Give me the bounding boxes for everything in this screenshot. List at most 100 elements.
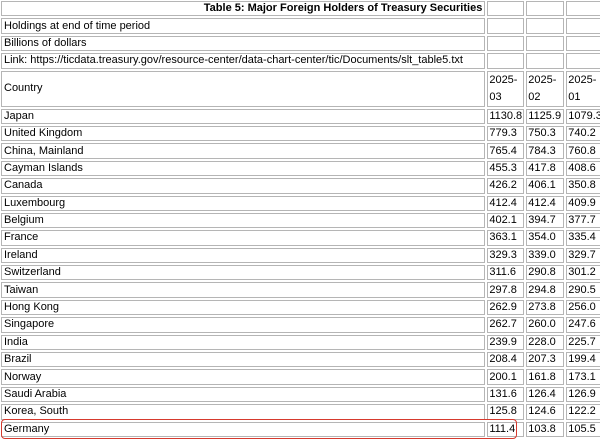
- table-row: Luxembourg 412.4 412.4 409.9: [1, 195, 600, 211]
- header-2025-01: 2025-01: [566, 70, 600, 107]
- value-cell: 1130.8: [487, 108, 525, 124]
- value-cell: 311.6: [487, 265, 525, 281]
- value-cell: 406.1: [526, 178, 565, 194]
- country-cell: Hong Kong: [1, 299, 486, 316]
- table-row: India 239.9 228.0 225.7: [1, 334, 600, 351]
- value-cell: 256.0: [566, 299, 600, 316]
- value-cell: 173.1: [566, 369, 600, 385]
- value-cell: 339.0: [526, 247, 565, 264]
- country-cell: Norway: [1, 369, 486, 385]
- value-cell: 402.1: [487, 212, 525, 229]
- value-cell: 199.4: [566, 352, 600, 368]
- country-cell: Japan: [1, 108, 486, 124]
- value-cell: 408.6: [566, 160, 600, 177]
- value-cell: 131.6: [487, 386, 525, 403]
- value-cell: 1079.3: [566, 108, 600, 124]
- table-row: Canada 426.2 406.1 350.8: [1, 178, 600, 194]
- value-cell: 207.3: [526, 352, 565, 368]
- value-cell: 126.4: [526, 386, 565, 403]
- value-cell: 124.6: [526, 404, 565, 420]
- country-cell: Belgium: [1, 212, 486, 229]
- value-cell: 161.8: [526, 369, 565, 385]
- value-cell: 297.8: [487, 282, 525, 298]
- value-cell: 740.2: [566, 125, 600, 142]
- value-cell: 455.3: [487, 160, 525, 177]
- country-cell: Singapore: [1, 317, 486, 333]
- table-row: Taiwan 297.8 294.8 290.5: [1, 282, 600, 298]
- value-cell: 426.2: [487, 178, 525, 194]
- value-cell: 329.7: [566, 247, 600, 264]
- value-cell: 779.3: [487, 125, 525, 142]
- note-holdings: Holdings at end of time period: [1, 18, 486, 34]
- country-cell: India: [1, 334, 486, 351]
- note-row: Link: https://ticdata.treasury.gov/resou…: [1, 53, 600, 69]
- value-cell: 412.4: [526, 195, 565, 211]
- table-row: Switzerland 311.6 290.8 301.2: [1, 265, 600, 281]
- note-row: Holdings at end of time period: [1, 18, 600, 34]
- country-cell: France: [1, 230, 486, 246]
- table-row: Japan 1130.8 1125.9 1079.3: [1, 108, 600, 124]
- table-row: France 363.1 354.0 335.4: [1, 230, 600, 246]
- value-cell: 273.8: [526, 299, 565, 316]
- table-row: Saudi Arabia 131.6 126.4 126.9: [1, 386, 600, 403]
- table-row: Germany 111.4 103.8 105.5: [1, 421, 600, 437]
- country-cell: Switzerland: [1, 265, 486, 281]
- country-cell: China, Mainland: [1, 143, 486, 159]
- table-row: Ireland 329.3 339.0 329.7: [1, 247, 600, 264]
- value-cell: 228.0: [526, 334, 565, 351]
- value-cell: 394.7: [526, 212, 565, 229]
- value-cell: 329.3: [487, 247, 525, 264]
- country-cell: Germany: [1, 421, 486, 437]
- value-cell: 301.2: [566, 265, 600, 281]
- value-cell: 354.0: [526, 230, 565, 246]
- header-row: Country 2025-03 2025-02 2025-01: [1, 70, 600, 107]
- value-cell: 765.4: [487, 143, 525, 159]
- header-2025-02: 2025-02: [526, 70, 565, 107]
- table-row: Belgium 402.1 394.7 377.7: [1, 212, 600, 229]
- value-cell: 126.9: [566, 386, 600, 403]
- country-cell: Canada: [1, 178, 486, 194]
- table-title: Table 5: Major Foreign Holders of Treasu…: [1, 1, 486, 17]
- country-cell: Luxembourg: [1, 195, 486, 211]
- note-row: Billions of dollars: [1, 35, 600, 52]
- table-row: Norway 200.1 161.8 173.1: [1, 369, 600, 385]
- table-row: Singapore 262.7 260.0 247.6: [1, 317, 600, 333]
- value-cell: 417.8: [526, 160, 565, 177]
- value-cell: 377.7: [566, 212, 600, 229]
- value-cell: 350.8: [566, 178, 600, 194]
- note-link[interactable]: Link: https://ticdata.treasury.gov/resou…: [1, 53, 486, 69]
- value-cell: 125.8: [487, 404, 525, 420]
- note-units: Billions of dollars: [1, 35, 486, 52]
- table-row: United Kingdom 779.3 750.3 740.2: [1, 125, 600, 142]
- value-cell: 105.5: [566, 421, 600, 437]
- value-cell: 1125.9: [526, 108, 565, 124]
- table-row: China, Mainland 765.4 784.3 760.8: [1, 143, 600, 159]
- value-cell: 200.1: [487, 369, 525, 385]
- value-cell: 290.8: [526, 265, 565, 281]
- value-cell: 409.9: [566, 195, 600, 211]
- country-cell: Cayman Islands: [1, 160, 486, 177]
- value-cell: 294.8: [526, 282, 565, 298]
- country-cell: Ireland: [1, 247, 486, 264]
- country-cell: Taiwan: [1, 282, 486, 298]
- value-cell: 412.4: [487, 195, 525, 211]
- value-cell: 239.9: [487, 334, 525, 351]
- value-cell: 784.3: [526, 143, 565, 159]
- title-row: Table 5: Major Foreign Holders of Treasu…: [1, 1, 600, 17]
- value-cell: 750.3: [526, 125, 565, 142]
- value-cell: 260.0: [526, 317, 565, 333]
- value-cell: 290.5: [566, 282, 600, 298]
- header-country: Country: [1, 70, 486, 107]
- value-cell: 262.9: [487, 299, 525, 316]
- value-cell: 208.4: [487, 352, 525, 368]
- value-cell: 103.8: [526, 421, 565, 437]
- value-cell: 111.4: [487, 421, 525, 437]
- value-cell: 760.8: [566, 143, 600, 159]
- value-cell: 225.7: [566, 334, 600, 351]
- country-cell: Korea, South: [1, 404, 486, 420]
- table-row: Korea, South 125.8 124.6 122.2: [1, 404, 600, 420]
- country-cell: Brazil: [1, 352, 486, 368]
- value-cell: 335.4: [566, 230, 600, 246]
- country-cell: United Kingdom: [1, 125, 486, 142]
